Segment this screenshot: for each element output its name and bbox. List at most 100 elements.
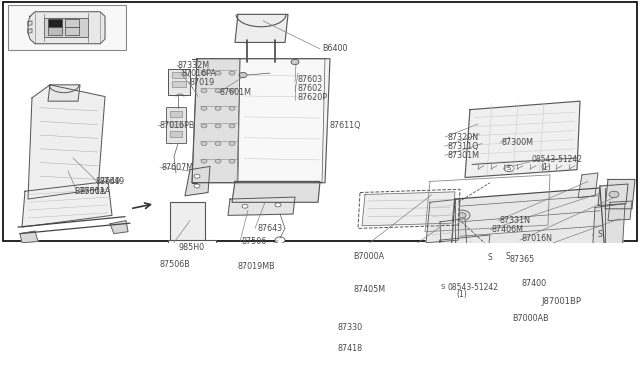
Circle shape xyxy=(275,237,285,243)
Bar xyxy=(170,121,182,127)
Polygon shape xyxy=(435,235,490,256)
Text: S: S xyxy=(441,284,445,290)
Circle shape xyxy=(194,174,200,178)
Circle shape xyxy=(501,252,515,261)
Bar xyxy=(172,81,186,87)
Bar xyxy=(170,131,182,137)
Circle shape xyxy=(215,106,221,110)
Text: 87019: 87019 xyxy=(190,78,215,87)
Polygon shape xyxy=(232,182,320,202)
Text: 87019MB: 87019MB xyxy=(238,262,276,272)
Text: 87620P: 87620P xyxy=(297,93,327,102)
Circle shape xyxy=(454,236,470,247)
Text: 87649: 87649 xyxy=(95,177,120,186)
Text: 87418: 87418 xyxy=(338,344,363,353)
Bar xyxy=(168,68,190,94)
Text: 87331N: 87331N xyxy=(500,216,531,225)
Circle shape xyxy=(275,203,281,207)
Polygon shape xyxy=(235,15,288,42)
Polygon shape xyxy=(450,188,605,266)
Bar xyxy=(168,240,216,254)
Polygon shape xyxy=(28,85,105,199)
Circle shape xyxy=(201,89,207,93)
Circle shape xyxy=(593,230,607,240)
Bar xyxy=(48,28,62,35)
Text: 87400: 87400 xyxy=(522,279,547,288)
Circle shape xyxy=(458,213,466,218)
Text: 87611Q: 87611Q xyxy=(329,121,360,130)
Polygon shape xyxy=(48,85,80,101)
Text: 87405M: 87405M xyxy=(353,285,385,294)
Text: 87016N: 87016N xyxy=(522,234,553,243)
Polygon shape xyxy=(578,173,598,198)
Text: 87602: 87602 xyxy=(297,84,323,93)
Polygon shape xyxy=(608,201,632,221)
Polygon shape xyxy=(28,29,32,33)
Text: 985H0: 985H0 xyxy=(179,243,205,252)
Text: S: S xyxy=(488,253,492,262)
Polygon shape xyxy=(185,166,210,196)
Text: B7000A: B7000A xyxy=(353,252,384,261)
Text: 87301M: 87301M xyxy=(447,151,479,160)
Circle shape xyxy=(229,124,235,128)
Text: (1): (1) xyxy=(540,163,551,171)
Text: S: S xyxy=(506,252,510,261)
Polygon shape xyxy=(362,192,455,226)
Polygon shape xyxy=(592,203,625,259)
Text: (1): (1) xyxy=(456,291,467,299)
Circle shape xyxy=(201,159,207,163)
Bar xyxy=(65,28,79,35)
Text: 87603: 87603 xyxy=(297,75,322,84)
Circle shape xyxy=(242,204,248,208)
Circle shape xyxy=(215,89,221,93)
Bar xyxy=(170,202,205,241)
Circle shape xyxy=(201,106,207,110)
Bar xyxy=(170,111,182,118)
Circle shape xyxy=(229,89,235,93)
Text: S: S xyxy=(598,230,602,240)
Bar xyxy=(166,107,186,143)
Text: 87320N: 87320N xyxy=(447,132,478,141)
Polygon shape xyxy=(28,21,32,25)
Bar xyxy=(44,17,88,36)
Circle shape xyxy=(504,165,514,171)
Circle shape xyxy=(229,71,235,75)
Bar xyxy=(48,19,62,27)
Circle shape xyxy=(215,142,221,145)
Text: 87365: 87365 xyxy=(509,255,534,264)
Text: J87001BP: J87001BP xyxy=(541,297,581,306)
Polygon shape xyxy=(22,182,112,227)
Circle shape xyxy=(201,124,207,128)
Circle shape xyxy=(229,106,235,110)
Polygon shape xyxy=(192,59,330,183)
Circle shape xyxy=(215,71,221,75)
Text: 87311Q: 87311Q xyxy=(447,142,479,151)
Polygon shape xyxy=(440,219,468,267)
Text: B7000AB: B7000AB xyxy=(512,314,548,323)
Text: B6400: B6400 xyxy=(322,44,348,54)
Polygon shape xyxy=(28,12,105,44)
Bar xyxy=(8,5,126,49)
Bar xyxy=(65,19,79,27)
Text: 87330: 87330 xyxy=(338,323,363,332)
Polygon shape xyxy=(598,184,628,206)
Text: 87506: 87506 xyxy=(242,237,268,246)
Text: 87607M: 87607M xyxy=(161,163,193,171)
Circle shape xyxy=(215,124,221,128)
Text: 87406M: 87406M xyxy=(492,225,524,234)
Text: 87601M: 87601M xyxy=(219,88,251,97)
Text: 87506B: 87506B xyxy=(160,260,191,269)
Text: B7501A: B7501A xyxy=(74,187,105,196)
Circle shape xyxy=(215,159,221,163)
Polygon shape xyxy=(237,59,325,183)
Polygon shape xyxy=(465,101,580,177)
Circle shape xyxy=(458,239,466,244)
Text: 87643: 87643 xyxy=(257,224,282,233)
Text: 08543-51242: 08543-51242 xyxy=(532,155,583,164)
Circle shape xyxy=(438,284,448,291)
Text: 87300M: 87300M xyxy=(502,138,534,147)
Text: B7501A: B7501A xyxy=(79,187,110,196)
Polygon shape xyxy=(20,231,38,243)
Polygon shape xyxy=(192,59,240,183)
Circle shape xyxy=(591,251,599,256)
